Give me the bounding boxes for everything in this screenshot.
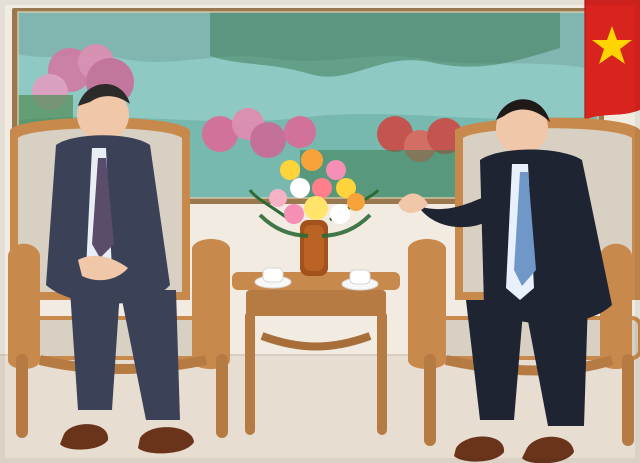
tea-cups: [254, 267, 379, 291]
flag: [584, 0, 640, 120]
left-man: [46, 83, 194, 454]
right-man: [398, 99, 612, 463]
flower-arrangement: [248, 149, 380, 276]
